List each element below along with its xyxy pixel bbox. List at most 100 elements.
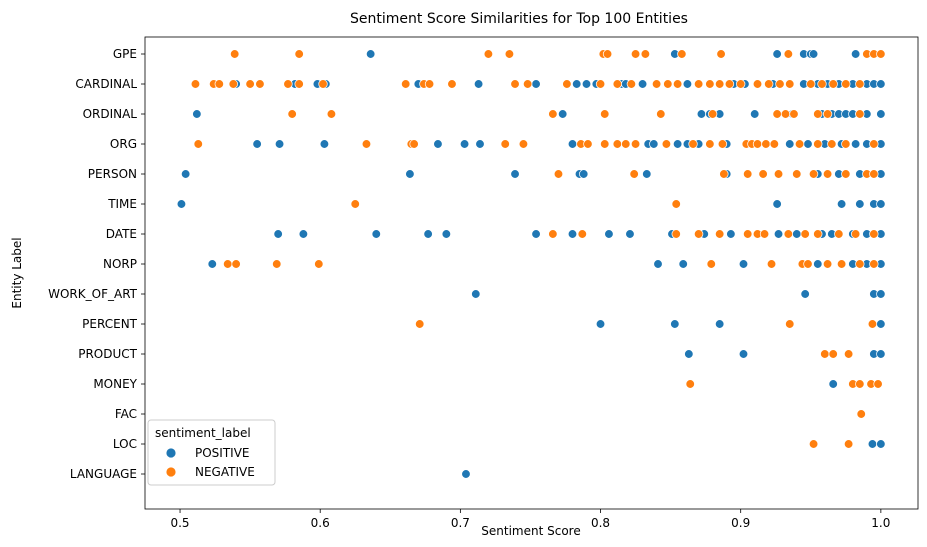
- axes: 0.5 0.6 0.7 0.8 0.9 1.0 GPE CARDINAL ORDINAL ORG P…: [48, 47, 890, 530]
- point-negative: [855, 379, 865, 389]
- point-negative: [836, 259, 847, 269]
- point-positive: [876, 199, 886, 209]
- point-positive: [531, 229, 541, 239]
- point-negative: [834, 229, 844, 239]
- point-negative: [822, 259, 833, 269]
- point-negative: [562, 79, 572, 89]
- point-negative: [794, 139, 805, 149]
- point-positive: [273, 229, 283, 239]
- y-tick-label-fac: FAC: [115, 407, 137, 421]
- y-tick-label-ordinal: ORDINAL: [83, 107, 138, 121]
- point-negative: [661, 139, 672, 149]
- point-negative: [612, 79, 622, 89]
- point-positive: [461, 469, 471, 479]
- point-negative: [764, 79, 774, 89]
- point-negative: [612, 139, 622, 149]
- point-positive: [475, 139, 485, 149]
- y-tick-label-language: LANGUAGE: [70, 467, 137, 481]
- point-negative: [752, 79, 763, 89]
- point-negative: [785, 79, 795, 89]
- point-negative: [640, 49, 651, 59]
- point-negative: [287, 109, 297, 119]
- y-tick-label-date: DATE: [106, 227, 137, 241]
- point-negative: [855, 79, 865, 89]
- point-positive: [682, 79, 693, 89]
- point-positive: [625, 229, 635, 239]
- point-negative: [867, 319, 878, 329]
- point-positive: [876, 319, 886, 329]
- point-negative: [214, 79, 224, 89]
- point-negative: [583, 139, 593, 149]
- y-tick-label-cardinal: CARDINAL: [75, 77, 137, 91]
- point-negative: [766, 259, 777, 269]
- y-tick-label-work-of-art: WORK_OF_ART: [48, 287, 138, 301]
- point-positive: [813, 259, 823, 269]
- point-positive: [649, 139, 659, 149]
- point-positive: [192, 109, 202, 119]
- point-positive: [459, 139, 470, 149]
- point-negative: [775, 79, 785, 89]
- legend-marker-negative: [165, 466, 177, 478]
- point-negative: [869, 229, 879, 239]
- point-positive: [773, 229, 784, 239]
- point-negative: [677, 49, 687, 59]
- point-negative: [705, 139, 715, 149]
- point-negative: [671, 199, 681, 209]
- point-negative: [715, 79, 725, 89]
- point-positive: [696, 109, 707, 119]
- legend: sentiment_label POSITIVE NEGATIVE: [147, 419, 276, 486]
- point-negative: [785, 319, 795, 329]
- point-negative: [827, 139, 837, 149]
- x-tick-label: 0.6: [311, 516, 330, 530]
- point-positive: [405, 169, 415, 179]
- point-positive: [653, 259, 663, 269]
- point-positive: [595, 319, 606, 329]
- point-negative: [255, 79, 265, 89]
- point-negative: [651, 79, 662, 89]
- point-negative: [706, 259, 716, 269]
- point-negative: [595, 79, 606, 89]
- point-positive: [319, 139, 330, 149]
- y-tick-label-time: TIME: [107, 197, 137, 211]
- point-negative: [621, 139, 631, 149]
- point-negative: [693, 79, 704, 89]
- point-negative: [817, 79, 827, 89]
- point-negative: [350, 199, 360, 209]
- point-positive: [433, 139, 443, 149]
- point-positive: [808, 49, 819, 59]
- point-positive: [642, 169, 652, 179]
- point-negative: [283, 79, 293, 89]
- point-negative: [803, 259, 813, 269]
- legend-label-positive: POSITIVE: [195, 446, 250, 460]
- point-positive: [850, 49, 861, 59]
- point-positive: [567, 139, 578, 149]
- point-negative: [808, 439, 819, 449]
- point-negative: [855, 109, 865, 119]
- point-negative: [716, 49, 726, 59]
- legend-marker-positive: [165, 447, 177, 459]
- point-negative: [705, 79, 715, 89]
- point-negative: [828, 349, 838, 359]
- point-negative: [808, 169, 819, 179]
- point-positive: [876, 79, 886, 89]
- point-negative: [759, 229, 770, 239]
- point-positive: [836, 199, 847, 209]
- point-negative: [820, 349, 830, 359]
- point-negative: [548, 229, 558, 239]
- point-positive: [176, 199, 187, 209]
- point-negative: [719, 169, 729, 179]
- y-tick-label-org: ORG: [110, 137, 137, 151]
- y-tick-label-loc: LOC: [113, 437, 137, 451]
- point-negative: [850, 229, 861, 239]
- point-negative: [401, 79, 411, 89]
- point-positive: [473, 79, 484, 89]
- point-negative: [190, 79, 201, 89]
- point-negative: [672, 79, 683, 89]
- point-positive: [772, 199, 782, 209]
- y-tick-label-gpe: GPE: [113, 47, 137, 61]
- point-positive: [371, 229, 381, 239]
- point-positive: [850, 139, 861, 149]
- point-positive: [531, 79, 541, 89]
- point-negative: [318, 79, 328, 89]
- point-negative: [841, 169, 851, 179]
